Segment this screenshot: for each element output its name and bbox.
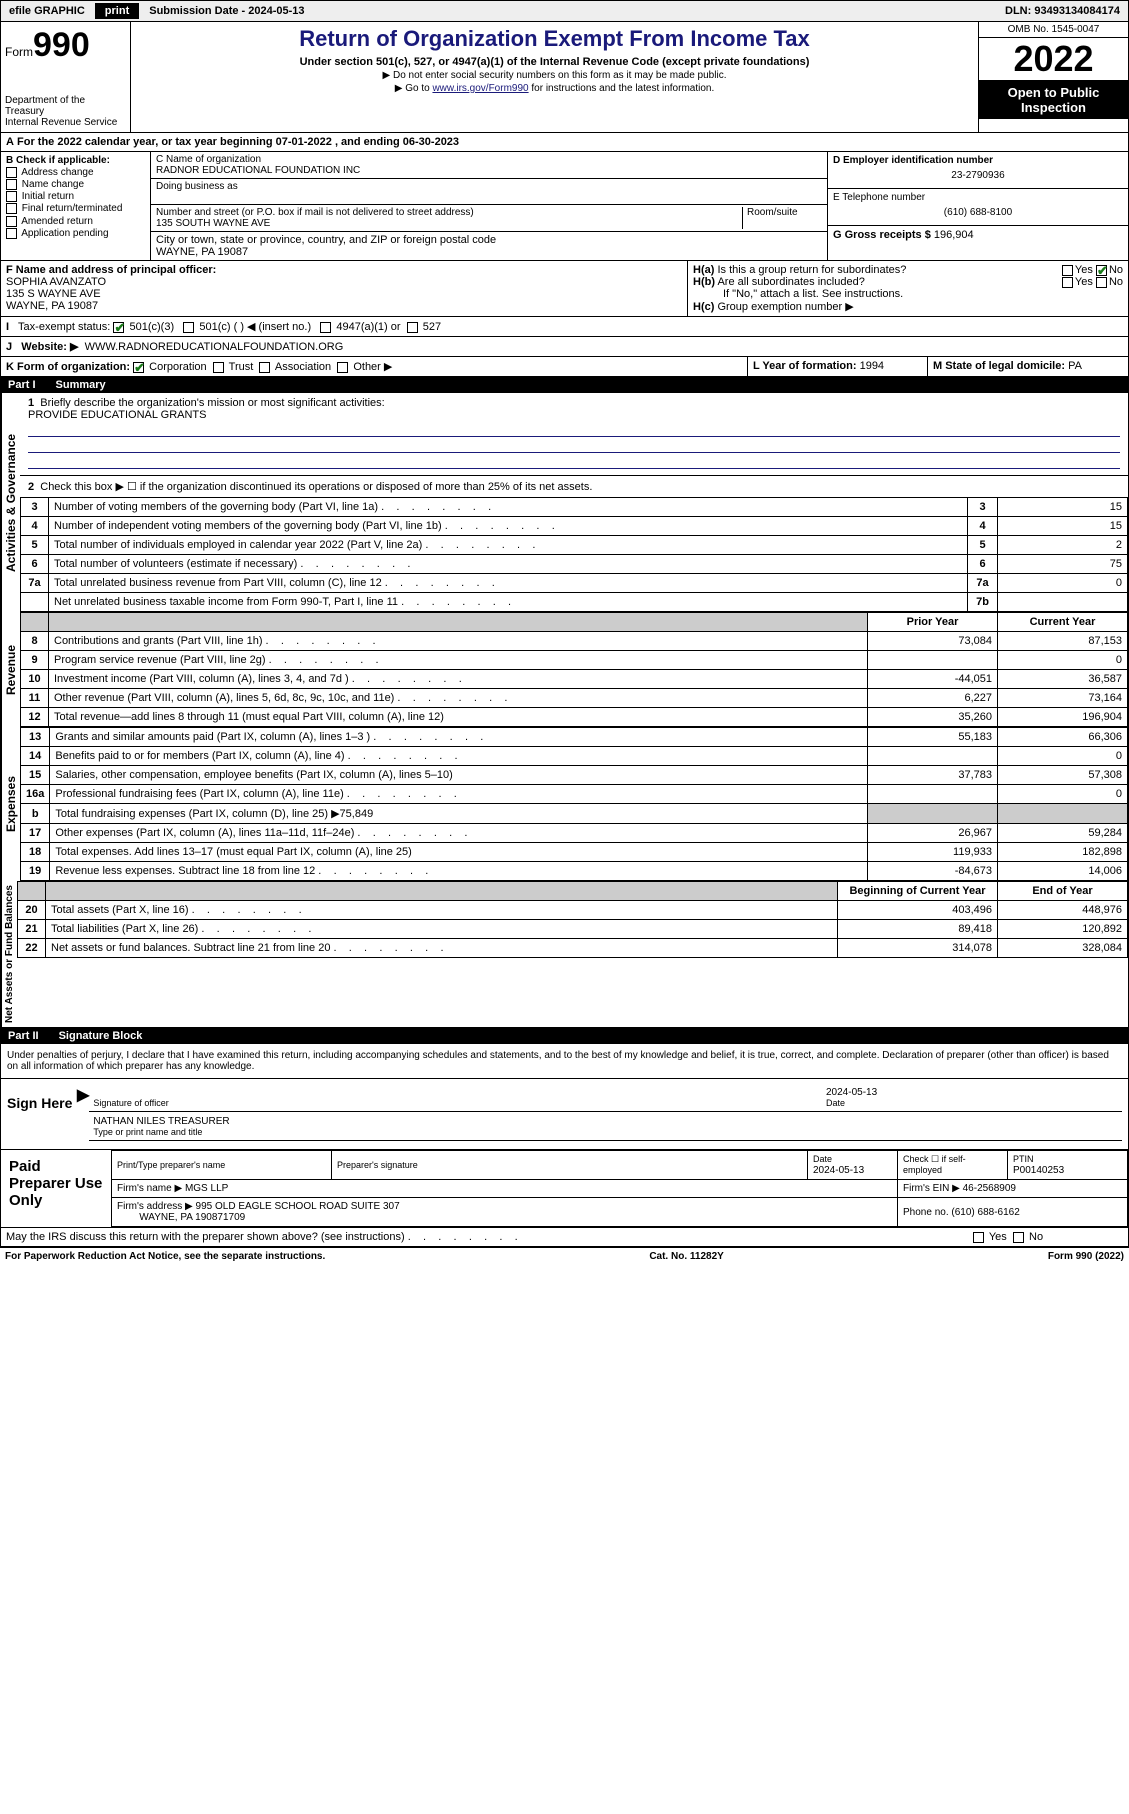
preparer-block: Paid Preparer Use Only Print/Type prepar…	[0, 1150, 1129, 1228]
chk-corp[interactable]	[133, 362, 144, 373]
chk-other[interactable]	[337, 362, 348, 373]
vlabel-exp: Expenses	[1, 727, 20, 881]
exp-table: 13Grants and similar amounts paid (Part …	[20, 727, 1128, 881]
declaration: Under penalties of perjury, I declare th…	[0, 1044, 1129, 1079]
section-net: Net Assets or Fund Balances Beginning of…	[0, 881, 1129, 1028]
chk-501c[interactable]	[183, 322, 194, 333]
firm-phone: (610) 688-6162	[951, 1207, 1019, 1218]
sign-block: Sign Here ▶ Signature of officer 2024-05…	[0, 1079, 1129, 1150]
block-fh: F Name and address of principal officer:…	[0, 261, 1129, 317]
line-i: I Tax-exempt status: 501(c)(3) 501(c) ( …	[0, 317, 1129, 337]
efile-label: efile GRAPHIC	[1, 5, 93, 17]
print-button[interactable]: print	[95, 3, 139, 19]
chk-discuss-yes[interactable]	[973, 1232, 984, 1243]
sig-date: 2024-05-13Date	[822, 1085, 1122, 1112]
block-bcd: B Check if applicable: Address change Na…	[0, 152, 1129, 261]
chk-final[interactable]: Final return/terminated	[6, 203, 145, 214]
chk-trust[interactable]	[213, 362, 224, 373]
irs-link[interactable]: www.irs.gov/Form990	[432, 83, 528, 94]
sig-officer-line[interactable]: Signature of officer	[89, 1085, 822, 1112]
submission-date: Submission Date - 2024-05-13	[141, 5, 312, 17]
paperwork-notice: For Paperwork Reduction Act Notice, see …	[5, 1251, 325, 1262]
form-number: Form990	[5, 26, 126, 65]
line-j: J Website: ▶ WWW.RADNOREDUCATIONALFOUNDA…	[0, 337, 1129, 357]
ptin: P00140253	[1013, 1165, 1064, 1176]
firm-name: MGS LLP	[185, 1183, 228, 1194]
year-formation: 1994	[860, 360, 884, 372]
org-city: WAYNE, PA 19087	[156, 246, 248, 258]
topbar: efile GRAPHIC print Submission Date - 20…	[0, 0, 1129, 22]
preparer-table: Print/Type preparer's name Preparer's si…	[111, 1150, 1128, 1227]
note-ssn: ▶ Do not enter social security numbers o…	[135, 70, 974, 81]
inspection-label: Open to Public Inspection	[979, 81, 1128, 119]
domicile: PA	[1068, 360, 1082, 372]
chk-initial[interactable]: Initial return	[6, 191, 145, 202]
part2-header: Part II Signature Block	[0, 1028, 1129, 1044]
net-table: Beginning of Current YearEnd of Year 20T…	[17, 881, 1128, 958]
block-b: B Check if applicable: Address change Na…	[1, 152, 151, 260]
form-title: Return of Organization Exempt From Incom…	[135, 26, 974, 52]
paid-prep-label: Paid Preparer Use Only	[1, 1150, 111, 1227]
dept-label: Department of the Treasury	[5, 95, 126, 117]
form-header: Form990 Department of the Treasury Inter…	[0, 22, 1129, 133]
officer-name: SOPHIA AVANZATO	[6, 276, 106, 288]
section-expenses: Expenses 13Grants and similar amounts pa…	[0, 727, 1129, 881]
section-governance: Activities & Governance 1 Briefly descri…	[0, 393, 1129, 612]
form-ref: Form 990 (2022)	[1048, 1251, 1124, 1262]
phone: (610) 688-8100	[833, 203, 1123, 222]
org-name: RADNOR EDUCATIONAL FOUNDATION INC	[156, 165, 360, 176]
website: WWW.RADNOREDUCATIONALFOUNDATION.ORG	[85, 341, 344, 353]
chk-527[interactable]	[407, 322, 418, 333]
dln: DLN: 93493134084174	[997, 5, 1128, 17]
block-h: H(a) Is this a group return for subordin…	[688, 261, 1128, 316]
chk-address[interactable]: Address change	[6, 167, 145, 178]
chk-discuss-no[interactable]	[1013, 1232, 1024, 1243]
chk-pending[interactable]: Application pending	[6, 228, 145, 239]
chk-4947[interactable]	[320, 322, 331, 333]
mission: PROVIDE EDUCATIONAL GRANTS	[28, 409, 206, 421]
vlabel-net: Net Assets or Fund Balances	[1, 881, 17, 1027]
vlabel-gov: Activities & Governance	[1, 393, 20, 612]
section-revenue: Revenue Prior YearCurrent Year 8Contribu…	[0, 612, 1129, 727]
omb-number: OMB No. 1545-0047	[979, 22, 1128, 38]
chk-assoc[interactable]	[259, 362, 270, 373]
officer-typed: NATHAN NILES TREASURERType or print name…	[89, 1114, 1122, 1141]
arrow-icon: ▶	[77, 1085, 89, 1143]
form-subtitle: Under section 501(c), 527, or 4947(a)(1)…	[135, 56, 974, 68]
chk-name[interactable]: Name change	[6, 179, 145, 190]
line-klm: K Form of organization: Corporation Trus…	[0, 357, 1129, 377]
part1-header: Part I Summary	[0, 377, 1129, 393]
footer: For Paperwork Reduction Act Notice, see …	[0, 1247, 1129, 1265]
gross-receipts: 196,904	[934, 229, 974, 241]
line-a: A For the 2022 calendar year, or tax yea…	[0, 133, 1129, 152]
chk-amended[interactable]: Amended return	[6, 216, 145, 227]
firm-ein: 46-2568909	[963, 1183, 1016, 1194]
org-address: 135 SOUTH WAYNE AVE	[156, 218, 270, 229]
vlabel-rev: Revenue	[1, 612, 20, 727]
tax-year: 2022	[979, 38, 1128, 81]
block-c: C Name of organizationRADNOR EDUCATIONAL…	[151, 152, 828, 260]
firm-addr: 995 OLD EAGLE SCHOOL ROAD SUITE 307	[196, 1201, 400, 1212]
block-deg: D Employer identification number23-27909…	[828, 152, 1128, 260]
discuss-row: May the IRS discuss this return with the…	[0, 1228, 1129, 1247]
note-link: ▶ Go to www.irs.gov/Form990 for instruct…	[135, 83, 974, 94]
rev-table: Prior YearCurrent Year 8Contributions an…	[20, 612, 1128, 727]
ein: 23-2790936	[833, 166, 1123, 185]
sign-here-label: Sign Here	[7, 1085, 77, 1143]
block-f: F Name and address of principal officer:…	[1, 261, 688, 316]
chk-501c3[interactable]	[113, 322, 124, 333]
irs-label: Internal Revenue Service	[5, 117, 126, 128]
cat-no: Cat. No. 11282Y	[325, 1251, 1048, 1262]
gov-table: 3Number of voting members of the governi…	[20, 497, 1128, 612]
